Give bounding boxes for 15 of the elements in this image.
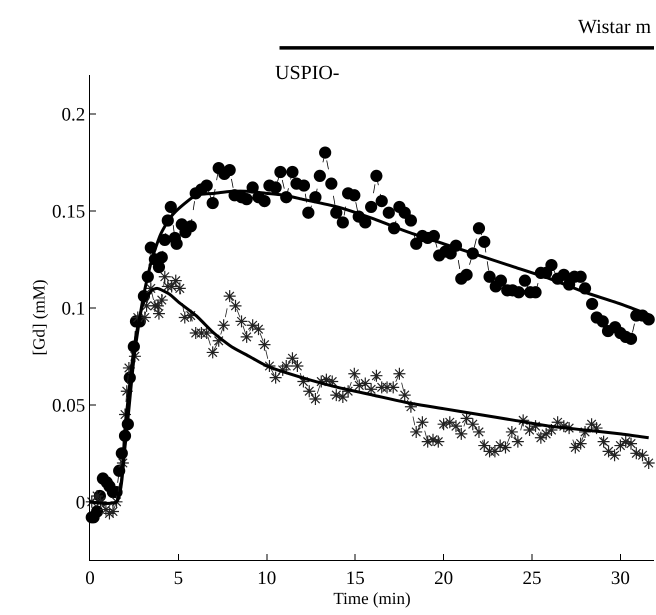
y-tick-label: 0.2: [61, 104, 86, 126]
y-tick-label: 0.05: [52, 395, 86, 416]
annotation: USPIO-: [275, 62, 340, 84]
x-tick-label: 25: [522, 568, 542, 589]
y-tick-label: 0.1: [61, 298, 86, 320]
x-tick-label: 30: [610, 568, 630, 589]
x-axis-title: Time (min): [333, 588, 411, 608]
y-tick-label: 0.15: [52, 201, 86, 222]
y-tick-label: 0: [76, 492, 86, 514]
x-tick-label: 5: [174, 568, 184, 589]
y-axis-title: [Gd] (mM): [30, 279, 48, 356]
text: Wistar m: [578, 16, 652, 38]
x-tick-label: 15: [346, 568, 365, 589]
x-tick-label: 10: [257, 568, 276, 589]
x-tick-label: 20: [434, 568, 454, 589]
